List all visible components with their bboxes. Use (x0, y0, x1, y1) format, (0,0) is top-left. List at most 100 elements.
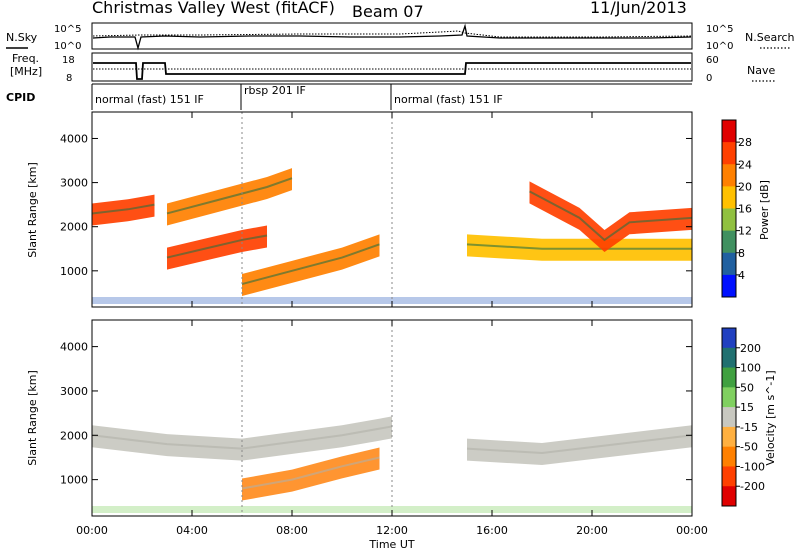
colorbar-tick-label: 200 (740, 342, 761, 355)
band-edge-0-4 (466, 243, 692, 250)
velocity-ylabel: Slant Range [km] (26, 370, 39, 466)
x-axis-label: Time UT (368, 538, 414, 551)
cpid-panel: CPID normal (fast) 151 IF rbsp 201 IF no… (6, 83, 692, 110)
colorbar-tick-label: -50 (740, 441, 758, 454)
x-tick-label: 12:00 (376, 524, 408, 537)
colorbar-tick-label: 15 (740, 401, 754, 414)
colorbar-segment (722, 347, 736, 369)
colorbar-tick-label: 24 (738, 158, 752, 171)
nave-tick-0: 0 (706, 73, 712, 84)
nave-tick-60: 60 (706, 55, 719, 66)
freq-panel: Freq. [MHz] 18 8 60 0 Nave (10, 52, 776, 84)
colorbar-frame (721, 327, 737, 507)
power-y-ticks: 1000 2000 3000 4000 (60, 132, 692, 278)
band-0-0 (167, 225, 267, 270)
band-edge-1-2 (466, 434, 693, 455)
colorbar-segment (722, 208, 736, 232)
near-range-scatter-1 (92, 506, 692, 513)
colorbar-segment (722, 367, 736, 388)
band-edge-1-1 (241, 456, 380, 490)
nave-label: Nave (747, 64, 775, 77)
power-panel: Slant Range [km] 1000 2000 3000 4000 28 24 20… (26, 111, 771, 308)
x-tick-label: 04:00 (176, 524, 208, 537)
cpid-label: CPID (6, 91, 35, 104)
colorbar-tick-label: 20 (738, 180, 752, 193)
velocity-panel: Slant Range [km] 1000 2000 3000 4000 200 100… (26, 319, 777, 517)
power-heatmap (91, 112, 693, 307)
near-range-scatter-0 (92, 297, 692, 304)
cpid-segment-1: normal (fast) 151 IF (95, 93, 204, 106)
velocity-colorbar: 200 100 50 15 -15 -50 -100 -200 (721, 327, 765, 507)
beam-title: Beam 07 (352, 2, 424, 21)
y-tick-label: 4000 (60, 132, 88, 145)
band-edge-0-2 (241, 243, 380, 286)
nsky-label: N.Sky (6, 31, 38, 44)
freq-label-line2: [MHz] (10, 65, 42, 78)
colorbar-tick-label: -15 (740, 421, 758, 434)
colorbar-segment (722, 252, 736, 276)
nsearch-trace (92, 30, 692, 38)
cpid-segment-2: rbsp 201 IF (244, 84, 306, 97)
power-ylabel: Slant Range [km] (26, 162, 39, 258)
station-title: Christmas Valley West (fitACF) (92, 0, 335, 17)
colorbar-segment (722, 466, 736, 487)
nsearch-label: N.Search (745, 31, 795, 44)
colorbar-segment (722, 230, 736, 254)
y-tick-label: 3000 (60, 385, 88, 398)
colorbar-segment (722, 164, 736, 187)
band-edge-0-0 (166, 234, 268, 259)
noise-tick-top-right: 10^5 (706, 24, 733, 35)
velocity-cbar-label: Velocity [m s^-1] (764, 370, 777, 465)
colorbar-tick-label: 28 (738, 136, 752, 149)
freq-trace (93, 62, 691, 80)
nsky-trace (92, 23, 692, 51)
colorbar-segment (722, 274, 736, 298)
noise-tick-top-left: 10^5 (54, 24, 81, 35)
colorbar-tick-label: 100 (740, 362, 761, 375)
colorbar-tick-label: -100 (740, 460, 765, 473)
noise-tick-bottom-right: 10^0 (706, 41, 733, 52)
noise-tick-bottom-left: 10^0 (54, 41, 81, 52)
x-tick-label: 20:00 (576, 524, 608, 537)
y-tick-label: 1000 (60, 265, 88, 278)
x-tick-label: 00:00 (76, 524, 108, 537)
colorbar-segment (722, 328, 736, 349)
band-1-0 (92, 416, 392, 461)
velocity-heatmap (91, 320, 693, 516)
band-0-5 (529, 181, 692, 252)
x-axis: 00:00 04:00 08:00 12:00 16:00 20:00 00:00 (76, 112, 708, 537)
x-tick-label: 16:00 (476, 524, 508, 537)
noise-panel: N.Sky 10^5 10^0 10^5 10^0 N.Search (6, 22, 795, 52)
colorbar-segment (722, 120, 736, 143)
colorbar-tick-label: 16 (738, 203, 752, 216)
colorbar-tick-label: 8 (738, 247, 745, 260)
colorbar-tick-label: 12 (738, 225, 752, 238)
colorbar-tick-label: 50 (740, 381, 754, 394)
band-1-2 (467, 425, 692, 466)
y-tick-label: 2000 (60, 429, 88, 442)
colorbar-tick-label: 4 (738, 269, 745, 282)
power-colorbar: 28 24 20 16 12 8 4 (721, 119, 752, 298)
x-tick-label: 08:00 (276, 524, 308, 537)
colorbar-tick-label: -200 (740, 480, 765, 493)
date-title: 11/Jun/2013 (590, 0, 687, 17)
colorbar-segment (722, 486, 736, 507)
colorbar-segment (722, 142, 736, 165)
colorbar-segment (722, 387, 736, 408)
velocity-y-ticks: 1000 2000 3000 4000 (60, 341, 692, 487)
y-tick-label: 3000 (60, 177, 88, 190)
power-cbar-label: Power [dB] (758, 180, 771, 240)
y-tick-label: 1000 (60, 474, 88, 487)
colorbar-segment (722, 407, 736, 428)
y-tick-label: 4000 (60, 341, 88, 354)
cpid-segment-3: normal (fast) 151 IF (394, 93, 503, 106)
colorbar-segment (722, 426, 736, 448)
freq-label-line1: Freq. (12, 52, 39, 65)
colorbar-segment (722, 446, 736, 467)
band-edge-1-0 (91, 425, 393, 450)
band-0-4 (467, 234, 692, 261)
band-edge-0-3 (91, 203, 155, 215)
colorbar-segment (722, 186, 736, 209)
band-edge-0-5 (529, 190, 693, 242)
